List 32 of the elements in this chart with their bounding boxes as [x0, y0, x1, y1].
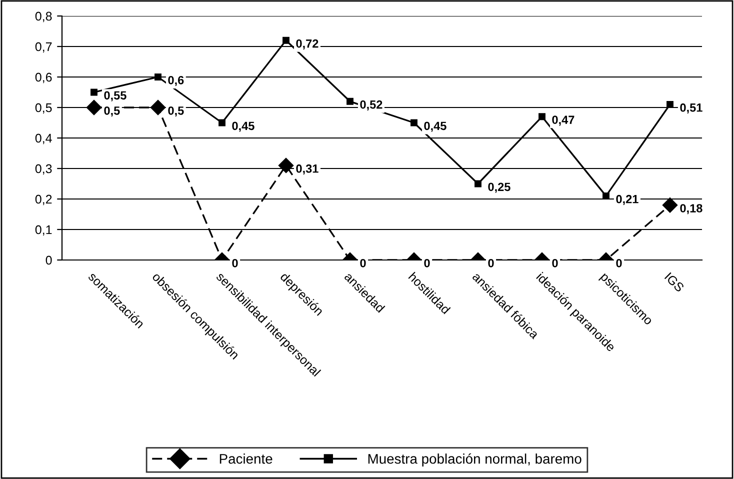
data-label: 0,52 — [360, 100, 382, 110]
y-tick-label: 0,7 — [35, 42, 52, 53]
data-label: 0 — [360, 258, 366, 268]
y-tick-label: 0,1 — [35, 225, 52, 236]
data-label: 0,47 — [552, 116, 574, 126]
data-label: 0 — [424, 258, 430, 268]
data-label: 0,5 — [168, 106, 184, 117]
data-label: 0,72 — [296, 39, 318, 50]
y-tick-label: 0,3 — [35, 164, 52, 175]
y-tick-label: 0,4 — [35, 134, 52, 144]
y-tick-label: 0,5 — [35, 103, 52, 114]
y-tick-label: 0 — [46, 256, 52, 265]
x-tick-label: IGS — [664, 272, 685, 292]
data-label: 0,51 — [680, 103, 702, 114]
legend-label: Muestra población normal, baremo — [368, 453, 582, 466]
legend-label: Paciente — [220, 454, 272, 464]
data-label: 0 — [232, 258, 238, 268]
y-tick-label: 0,6 — [35, 72, 52, 84]
data-label: 0 — [616, 258, 622, 268]
data-label: 0,55 — [104, 91, 126, 102]
data-label: 0,18 — [680, 204, 702, 214]
data-label: 0,45 — [232, 122, 254, 132]
data-label: 0,5 — [104, 106, 120, 117]
data-label: 0,6 — [168, 76, 184, 86]
y-tick-label: 0,8 — [35, 12, 52, 22]
y-tick-label: 0,2 — [35, 194, 52, 206]
data-label: 0 — [552, 258, 558, 268]
data-label: 0,25 — [488, 182, 510, 193]
data-label: 0,31 — [296, 164, 318, 174]
data-label: 0,45 — [424, 122, 446, 132]
data-label: 0 — [488, 258, 494, 268]
data-label: 0,21 — [616, 194, 638, 205]
